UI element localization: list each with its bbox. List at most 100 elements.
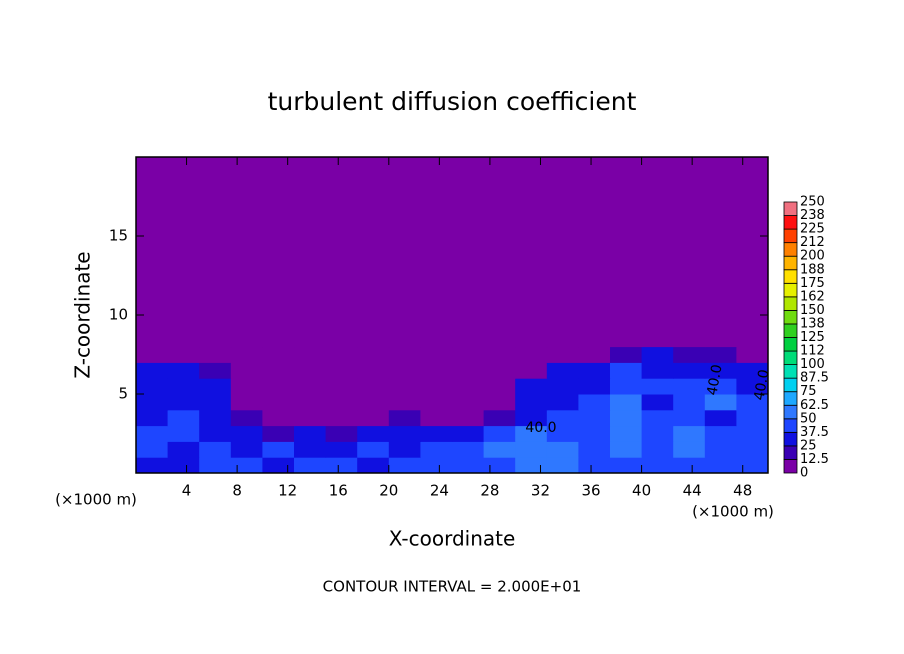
field-cell — [136, 378, 169, 395]
field-cell — [546, 394, 579, 411]
field-cell — [578, 457, 611, 474]
field-cell — [199, 425, 232, 442]
plot-area — [136, 157, 769, 474]
field-cell — [515, 409, 548, 427]
field-cell — [704, 394, 737, 411]
field-cell — [546, 346, 579, 363]
y-axis-label: Z-coordinate — [71, 251, 95, 378]
field-cell — [388, 346, 421, 363]
field-cell — [546, 457, 579, 474]
colorbar-swatch — [783, 215, 798, 230]
field-cell — [325, 330, 358, 348]
field-cell — [420, 425, 453, 442]
field-cell — [262, 362, 295, 379]
field-cell — [673, 409, 706, 427]
x-unit-label: (×1000 m) — [55, 491, 137, 509]
colorbar-swatch — [783, 445, 798, 460]
colorbar-swatch — [783, 309, 798, 325]
field-cell — [452, 425, 485, 442]
field-cell — [357, 378, 390, 395]
field-cell — [515, 394, 548, 411]
colorbar-label: 75 — [800, 384, 817, 399]
field-cell — [610, 425, 643, 442]
field-cell — [641, 330, 674, 348]
field-cell — [483, 457, 516, 474]
colorbar-swatch — [783, 364, 798, 379]
field-cell — [483, 425, 516, 442]
field-cell — [515, 441, 548, 458]
colorbar-label: 150 — [800, 303, 825, 318]
colorbar-swatch — [783, 282, 798, 298]
field-cell — [262, 425, 295, 442]
contour-label: 40.0 — [751, 368, 772, 401]
field-cell — [610, 330, 643, 348]
field-cell — [483, 378, 516, 395]
field-cell — [704, 441, 737, 458]
field-cell — [230, 346, 263, 363]
field-cell — [230, 441, 263, 458]
colorbar-swatch — [783, 242, 798, 257]
colorbar-label: 0 — [800, 466, 808, 481]
colorbar-label: 87.5 — [800, 371, 829, 386]
field-cell — [262, 394, 295, 411]
field-cell — [610, 441, 643, 458]
field-cell — [641, 425, 674, 442]
field-cell — [641, 394, 674, 411]
colorbar-label: 138 — [800, 316, 825, 331]
field-cell — [167, 378, 200, 395]
field-cell — [420, 457, 453, 474]
field-cell — [199, 441, 232, 458]
colorbar-label: 37.5 — [800, 425, 829, 440]
x-tick-label: 40 — [632, 482, 651, 500]
field-cell — [388, 394, 421, 411]
field-cell — [388, 409, 421, 427]
field-cell — [736, 409, 769, 427]
field-cell — [546, 378, 579, 395]
field-cell — [673, 330, 706, 348]
field-cell — [167, 441, 200, 458]
field-cell — [641, 362, 674, 379]
field-cell — [452, 378, 485, 395]
x-tick-label: 48 — [733, 482, 752, 500]
colorbar-swatch — [783, 404, 798, 420]
field-cell — [262, 378, 295, 395]
field-cell — [325, 425, 358, 442]
field-cell — [452, 394, 485, 411]
colorbar-swatch — [783, 255, 798, 271]
x-tick-label: 4 — [182, 482, 192, 500]
field-cell — [641, 378, 674, 395]
field-cell — [136, 394, 169, 411]
colorbar-label: 238 — [800, 208, 825, 223]
field-cell — [420, 346, 453, 363]
field-cell — [420, 394, 453, 411]
field-cell — [357, 330, 390, 348]
field-cell — [610, 346, 643, 363]
colorbar-swatch — [783, 418, 798, 433]
colorbar-swatch — [783, 391, 798, 406]
field-cell — [610, 457, 643, 474]
field-cell — [230, 425, 263, 442]
field-cell — [578, 378, 611, 395]
field-cell — [325, 362, 358, 379]
colorbar-swatch — [783, 228, 798, 244]
field-cell — [388, 362, 421, 379]
field-cell — [388, 378, 421, 395]
field-cell — [357, 409, 390, 427]
field-cell — [230, 330, 263, 348]
colorbar-label: 62.5 — [800, 398, 829, 413]
field-cell — [325, 441, 358, 458]
contour-label: 40.0 — [704, 363, 725, 396]
field-cell — [136, 346, 169, 363]
field-cell — [325, 346, 358, 363]
colorbar-label: 100 — [800, 357, 825, 372]
field-cell — [546, 362, 579, 379]
field-cell — [515, 362, 548, 379]
field-cell — [641, 346, 674, 363]
field-cell — [325, 409, 358, 427]
field-cell — [420, 378, 453, 395]
field-cell — [452, 346, 485, 363]
colorbar-label: 162 — [800, 289, 825, 304]
field-cell — [167, 362, 200, 379]
colorbar-swatch — [783, 201, 798, 216]
